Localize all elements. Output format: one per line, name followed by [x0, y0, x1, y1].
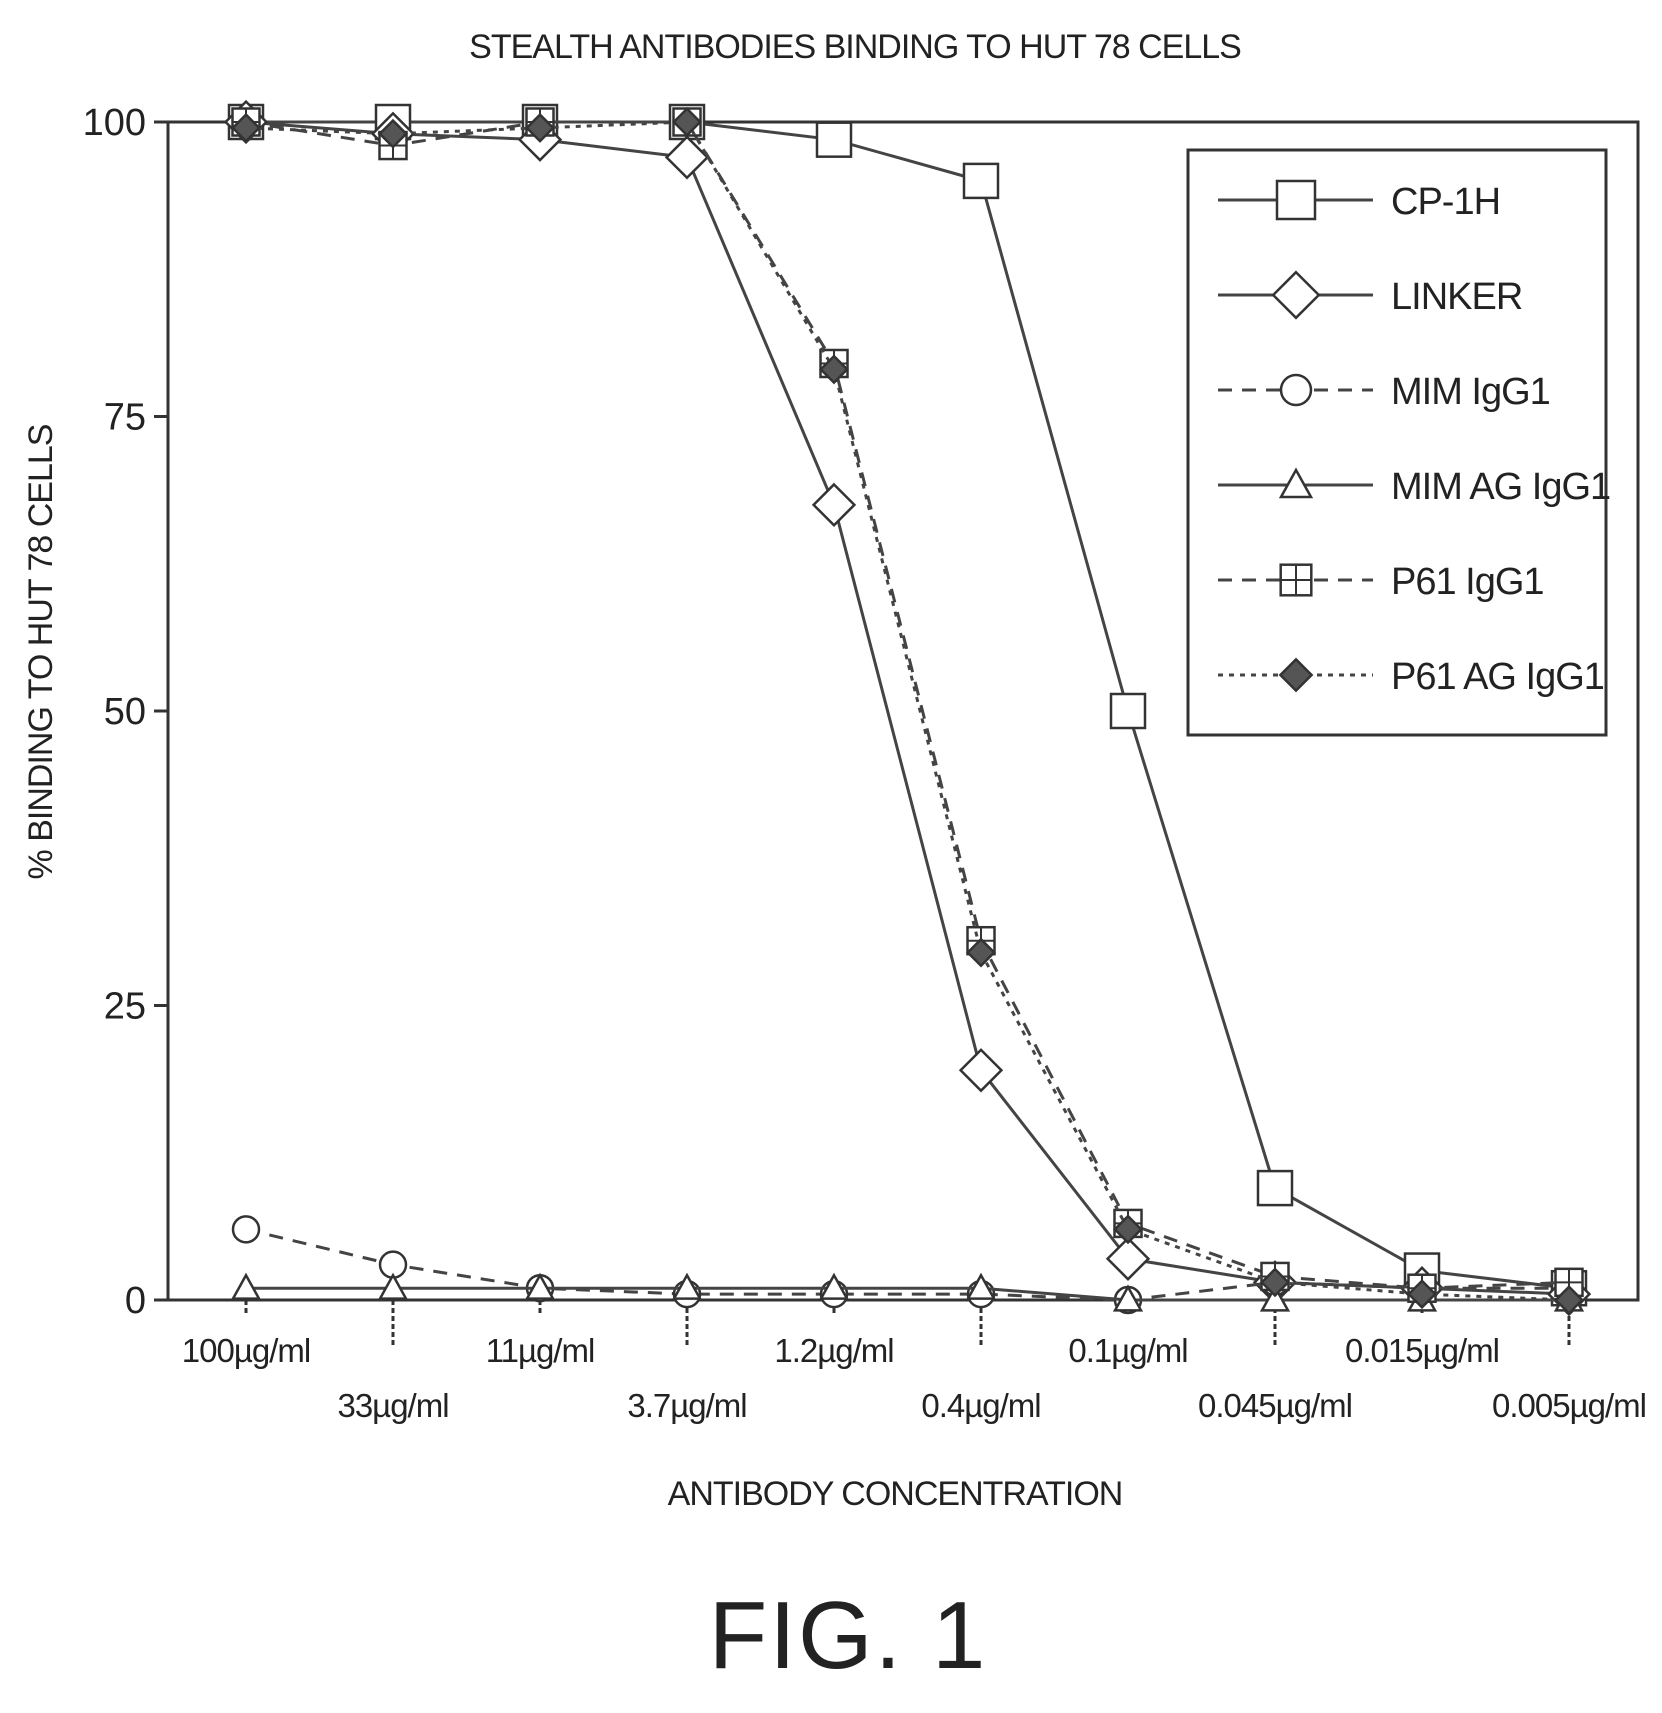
- legend-box: [1188, 150, 1606, 735]
- x-tick-label: 100µg/ml: [182, 1332, 310, 1369]
- y-tick-label: 50: [104, 691, 146, 733]
- y-tick-label: 0: [125, 1280, 146, 1322]
- legend-marker: [1281, 375, 1311, 405]
- x-tick-label: 0.1µg/ml: [1068, 1332, 1187, 1369]
- x-tick-label: 33µg/ml: [337, 1387, 448, 1424]
- data-point: [814, 484, 855, 525]
- y-axis-label: % BINDING TO HUT 78 CELLS: [22, 424, 60, 879]
- legend-label: P61 IgG1: [1391, 561, 1544, 603]
- data-point: [964, 164, 998, 198]
- x-tick-label: 0.015µg/ml: [1345, 1332, 1499, 1369]
- y-tick-label: 75: [104, 397, 146, 439]
- legend-marker: [1277, 181, 1315, 219]
- x-tick-label: 0.005µg/ml: [1492, 1387, 1646, 1424]
- data-point: [1111, 694, 1145, 728]
- data-point: [961, 1050, 1002, 1091]
- legend-label: CP-1H: [1391, 181, 1500, 223]
- legend-label: LINKER: [1391, 276, 1522, 318]
- data-point: [233, 1216, 259, 1242]
- data-point: [817, 123, 851, 157]
- figure-label: FIG. 1: [709, 1582, 988, 1689]
- data-point: [667, 137, 708, 178]
- x-ticks: 100µg/ml 33µg/ml 11µg/ml 3.7µg/ml 1.2µg/ml 0.…: [182, 1300, 1646, 1424]
- y-ticks: 0 25 50 75 100: [83, 102, 168, 1322]
- legend: CP-1H LINKER MIM IgG1 MIM AG IgG1 P61 IgG1 P6…: [1188, 150, 1610, 735]
- y-tick-label: 100: [83, 102, 146, 144]
- x-tick-label: 0.4µg/ml: [921, 1387, 1040, 1424]
- x-tick-label: 0.045µg/ml: [1198, 1387, 1352, 1424]
- series-mim-ag-igg1: [233, 1275, 1582, 1310]
- y-tick-label: 25: [104, 986, 146, 1028]
- series-mim-igg1: [233, 1216, 1582, 1313]
- legend-marker: [1281, 565, 1312, 596]
- x-tick-label: 3.7µg/ml: [627, 1387, 746, 1424]
- x-tick-label: 1.2µg/ml: [774, 1332, 893, 1369]
- data-point: [1108, 1238, 1149, 1279]
- data-point: [1258, 1171, 1292, 1205]
- legend-label: MIM IgG1: [1391, 371, 1550, 413]
- legend-label: MIM AG IgG1: [1391, 466, 1610, 508]
- chart-title: STEALTH ANTIBODIES BINDING TO HUT 78 CEL…: [469, 28, 1241, 66]
- x-tick-label: 11µg/ml: [486, 1332, 595, 1369]
- legend-label: P61 AG IgG1: [1391, 656, 1604, 698]
- x-axis-label: ANTIBODY CONCENTRATION: [668, 1475, 1123, 1513]
